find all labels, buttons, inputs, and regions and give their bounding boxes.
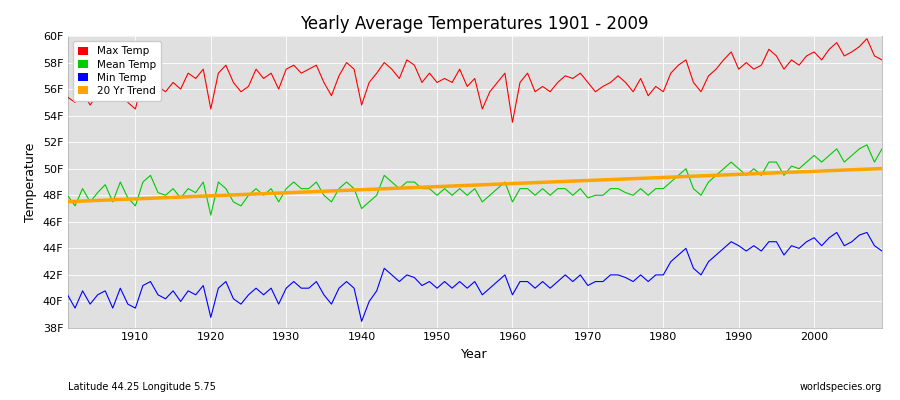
Text: Latitude 44.25 Longitude 5.75: Latitude 44.25 Longitude 5.75 xyxy=(68,382,215,392)
Legend: Max Temp, Mean Temp, Min Temp, 20 Yr Trend: Max Temp, Mean Temp, Min Temp, 20 Yr Tre… xyxy=(73,41,161,101)
Title: Yearly Average Temperatures 1901 - 2009: Yearly Average Temperatures 1901 - 2009 xyxy=(301,15,649,33)
Y-axis label: Temperature: Temperature xyxy=(24,142,37,222)
X-axis label: Year: Year xyxy=(462,348,488,361)
Text: worldspecies.org: worldspecies.org xyxy=(800,382,882,392)
